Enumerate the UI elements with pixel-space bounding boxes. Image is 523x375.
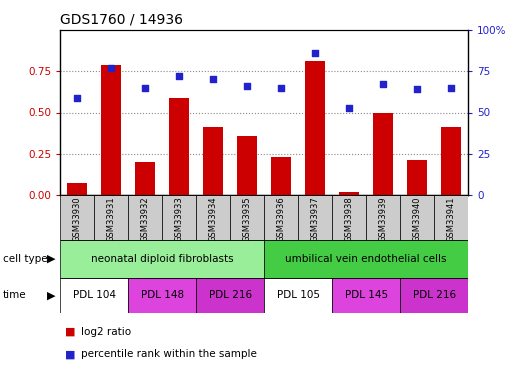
Point — [73, 94, 82, 100]
Bar — [264, 195, 298, 240]
Text: neonatal diploid fibroblasts: neonatal diploid fibroblasts — [91, 254, 233, 264]
Text: GSM33934: GSM33934 — [209, 196, 218, 242]
Bar — [230, 195, 264, 240]
Point — [107, 65, 116, 71]
Bar — [128, 278, 196, 313]
Bar — [60, 195, 94, 240]
Point — [345, 105, 354, 111]
Text: PDL 216: PDL 216 — [413, 290, 456, 300]
Text: PDL 148: PDL 148 — [141, 290, 184, 300]
Point — [311, 50, 320, 56]
Point — [141, 85, 150, 91]
Bar — [271, 157, 291, 195]
Bar — [128, 195, 162, 240]
Point — [447, 85, 456, 91]
Bar — [305, 62, 325, 195]
Text: ▶: ▶ — [47, 290, 55, 300]
Bar — [434, 195, 468, 240]
Text: GSM33938: GSM33938 — [345, 196, 354, 242]
Bar — [366, 195, 400, 240]
Text: ▶: ▶ — [47, 254, 55, 264]
Text: GSM33933: GSM33933 — [175, 196, 184, 242]
Bar — [67, 183, 87, 195]
Text: GSM33936: GSM33936 — [277, 196, 286, 242]
Text: GDS1760 / 14936: GDS1760 / 14936 — [60, 12, 183, 26]
Bar — [264, 240, 468, 278]
Point — [175, 73, 184, 79]
Bar — [60, 278, 128, 313]
Text: time: time — [3, 290, 26, 300]
Bar — [339, 192, 359, 195]
Bar — [101, 64, 121, 195]
Bar — [441, 128, 461, 195]
Point — [277, 85, 286, 91]
Point — [243, 83, 252, 89]
Text: GSM33932: GSM33932 — [141, 196, 150, 242]
Bar — [298, 195, 332, 240]
Bar — [203, 128, 223, 195]
Text: PDL 216: PDL 216 — [209, 290, 252, 300]
Bar — [60, 240, 264, 278]
Text: GSM33939: GSM33939 — [379, 196, 388, 242]
Bar — [135, 162, 155, 195]
Bar — [237, 136, 257, 195]
Text: umbilical vein endothelial cells: umbilical vein endothelial cells — [286, 254, 447, 264]
Bar — [196, 278, 264, 313]
Point — [209, 76, 218, 82]
Point — [413, 86, 422, 92]
Text: PDL 145: PDL 145 — [345, 290, 388, 300]
Bar — [94, 195, 128, 240]
Bar — [169, 98, 189, 195]
Text: GSM33935: GSM33935 — [243, 196, 252, 242]
Text: PDL 104: PDL 104 — [73, 290, 116, 300]
Bar — [332, 195, 366, 240]
Text: GSM33931: GSM33931 — [107, 196, 116, 242]
Bar — [196, 195, 230, 240]
Bar — [264, 278, 332, 313]
Text: log2 ratio: log2 ratio — [81, 327, 131, 337]
Text: GSM33937: GSM33937 — [311, 196, 320, 242]
Text: GSM33940: GSM33940 — [413, 196, 422, 242]
Bar — [332, 278, 400, 313]
Text: cell type: cell type — [3, 254, 47, 264]
Text: ■: ■ — [65, 350, 76, 359]
Bar — [400, 195, 434, 240]
Bar — [407, 160, 427, 195]
Bar — [400, 278, 468, 313]
Text: ■: ■ — [65, 327, 76, 337]
Text: percentile rank within the sample: percentile rank within the sample — [81, 350, 257, 359]
Point — [379, 81, 388, 87]
Text: PDL 105: PDL 105 — [277, 290, 320, 300]
Text: GSM33941: GSM33941 — [447, 196, 456, 242]
Bar — [162, 195, 196, 240]
Bar — [373, 112, 393, 195]
Text: GSM33930: GSM33930 — [73, 196, 82, 242]
